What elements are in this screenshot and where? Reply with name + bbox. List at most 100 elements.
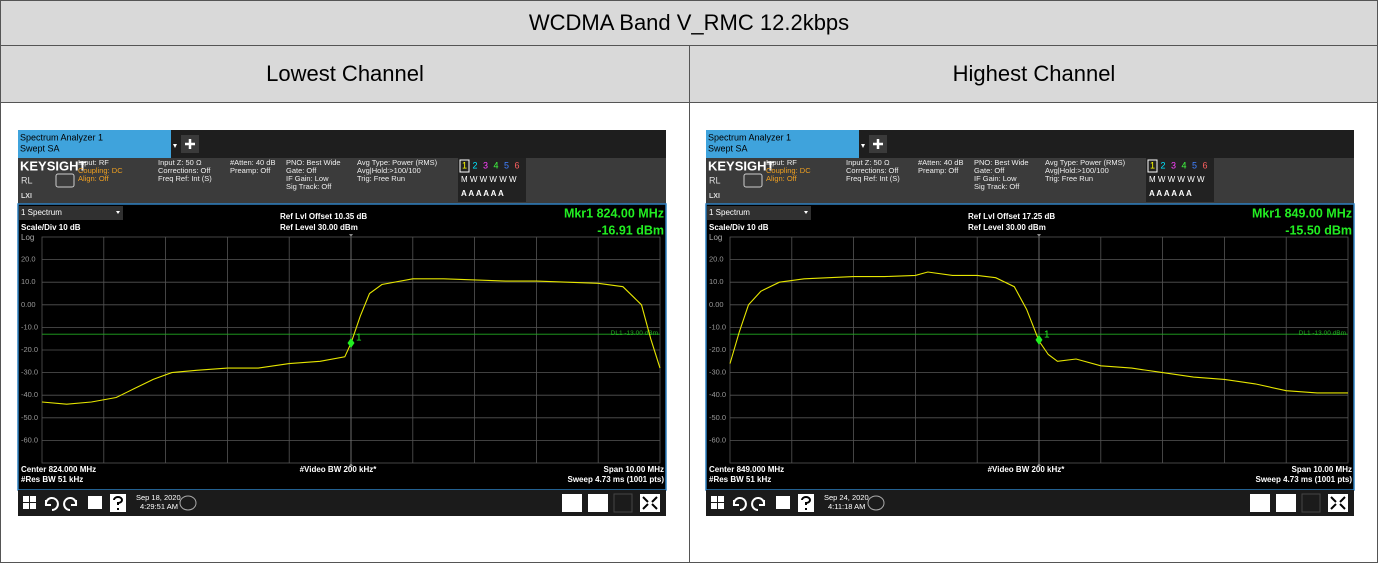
fullscreen-button[interactable] — [640, 494, 660, 512]
y-tick-label: -10.0 — [21, 322, 38, 331]
y-tick-label: 20.0 — [21, 255, 36, 264]
info-text: Trig: Free Run — [357, 174, 405, 183]
span: Span 10.00 MHz — [604, 465, 664, 474]
display-line-label: DL1 -13.00 dBm — [1299, 330, 1346, 337]
marker-frequency: Mkr1 849.00 MHz — [1252, 206, 1352, 220]
display-line-label: DL1 -13.00 dBm — [611, 330, 658, 337]
touch-button[interactable] — [588, 494, 608, 512]
trace-number: 5 — [1192, 160, 1197, 170]
trace-modes: M W W W W W — [461, 175, 517, 184]
trace-number: 1 — [1150, 160, 1155, 170]
marker-level: -15.50 dBm — [1285, 223, 1352, 237]
y-tick-label: -30.0 — [709, 368, 726, 377]
y-tick-label: -30.0 — [21, 368, 38, 377]
window-label: 1 Spectrum — [709, 208, 750, 217]
info-text: Align: Off — [766, 174, 798, 183]
sweep: Sweep 4.73 ms (1001 pts) — [1256, 475, 1353, 484]
scale-label: Scale/Div 10 dB — [21, 223, 81, 232]
tab-title: Spectrum Analyzer 1 — [20, 132, 103, 142]
file-button[interactable] — [776, 496, 790, 509]
ref-offset: Ref Lvl Offset 17.25 dB — [968, 212, 1055, 221]
info-text: Sig Track: Off — [974, 182, 1020, 191]
time: 4:29:51 AM — [140, 502, 178, 511]
rl-label: RL — [21, 175, 33, 185]
y-tick-label: -10.0 — [709, 322, 726, 331]
ref-offset: Ref Lvl Offset 10.35 dB — [280, 212, 367, 221]
y-tick-label: -60.0 — [21, 435, 38, 444]
lxi-label: LXI — [21, 193, 32, 200]
y-tick-label: -60.0 — [709, 435, 726, 444]
tab-subtitle: Swept SA — [20, 143, 60, 153]
info-bar — [18, 158, 666, 204]
y-tick-label: -50.0 — [709, 413, 726, 422]
trace-number: 2 — [1161, 160, 1166, 170]
info-text: Freq Ref: Int (S) — [158, 174, 212, 183]
ref-level: Ref Level 30.00 dBm — [280, 223, 358, 232]
marker-level: -16.91 dBm — [597, 223, 664, 237]
y-tick-label: 10.0 — [709, 277, 724, 286]
y-tick-label: 10.0 — [21, 277, 36, 286]
trace-detectors: A A A A A A — [1149, 189, 1192, 198]
ref-level: Ref Level 30.00 dBm — [968, 223, 1046, 232]
y-tick-label: 0.00 — [21, 300, 36, 309]
y-tick-label: 20.0 — [709, 255, 724, 264]
tab-title: Spectrum Analyzer 1 — [708, 132, 791, 142]
trace-number: 3 — [1171, 160, 1176, 170]
trace-number: 2 — [473, 160, 478, 170]
scale-label: Scale/Div 10 dB — [709, 223, 769, 232]
date: Sep 18, 2020 — [136, 493, 181, 502]
brand: KEYSIGHT — [708, 158, 775, 173]
column-heading: Highest Channel — [953, 61, 1116, 86]
touch-button[interactable] — [1276, 494, 1296, 512]
video-bandwidth: #Video BW 200 kHz* — [988, 465, 1066, 474]
lxi-label: LXI — [709, 193, 720, 200]
file-button[interactable] — [88, 496, 102, 509]
trace-number: 4 — [1182, 160, 1187, 170]
info-bar — [706, 158, 1354, 204]
keyboard-button[interactable] — [562, 494, 582, 512]
trace-number: 6 — [515, 160, 520, 170]
marker-label: 1 — [356, 333, 362, 344]
scale-type: Log — [21, 233, 34, 242]
center-frequency: Center 849.000 MHz — [709, 465, 784, 474]
trace-number: 1 — [462, 160, 467, 170]
trace-number: 5 — [504, 160, 509, 170]
trace-number: 4 — [494, 160, 499, 170]
page-frame: WCDMA Band V_RMC 12.2kbps Lowest Channel… — [0, 0, 1378, 563]
resolution-bandwidth: #Res BW 51 kHz — [21, 475, 83, 484]
sweep: Sweep 4.73 ms (1001 pts) — [568, 475, 665, 484]
brand: KEYSIGHT — [20, 158, 87, 173]
scale-type: Log — [709, 233, 722, 242]
center-frequency: Center 824.000 MHz — [21, 465, 96, 474]
y-tick-label: -50.0 — [21, 413, 38, 422]
plot-area — [706, 204, 1354, 490]
resolution-bandwidth: #Res BW 51 kHz — [709, 475, 771, 484]
info-text: Preamp: Off — [918, 166, 959, 175]
trace-number: 6 — [1203, 160, 1208, 170]
time: 4:11:18 AM — [828, 502, 865, 511]
span: Span 10.00 MHz — [1292, 465, 1352, 474]
marker-frequency: Mkr1 824.00 MHz — [564, 206, 664, 220]
y-tick-label: -40.0 — [21, 390, 38, 399]
y-tick-label: 0.00 — [709, 300, 724, 309]
marker-label: 1 — [1044, 329, 1050, 340]
fullscreen-button[interactable] — [1328, 494, 1348, 512]
trace-detectors: A A A A A A — [461, 189, 504, 198]
trace-number: 3 — [483, 160, 488, 170]
analyzer-screenshot: Spectrum Analyzer 1Swept SA KEYSIGHT RL LXI… — [706, 130, 1354, 516]
page: {"header": {"title": "WCDMA Band V_RMC 1… — [0, 0, 1378, 563]
info-text: Sig Track: Off — [286, 182, 332, 191]
window-label: 1 Spectrum — [21, 208, 62, 217]
plot-area — [18, 204, 666, 490]
y-tick-label: -20.0 — [21, 345, 38, 354]
tab-subtitle: Swept SA — [708, 143, 748, 153]
rl-label: RL — [709, 175, 721, 185]
column-heading: Lowest Channel — [266, 61, 424, 86]
table-title: WCDMA Band V_RMC 12.2kbps — [529, 10, 849, 35]
info-text: Trig: Free Run — [1045, 174, 1093, 183]
keyboard-button[interactable] — [1250, 494, 1270, 512]
video-bandwidth: #Video BW 200 kHz* — [300, 465, 378, 474]
trace-modes: M W W W W W — [1149, 175, 1205, 184]
info-text: Preamp: Off — [230, 166, 271, 175]
